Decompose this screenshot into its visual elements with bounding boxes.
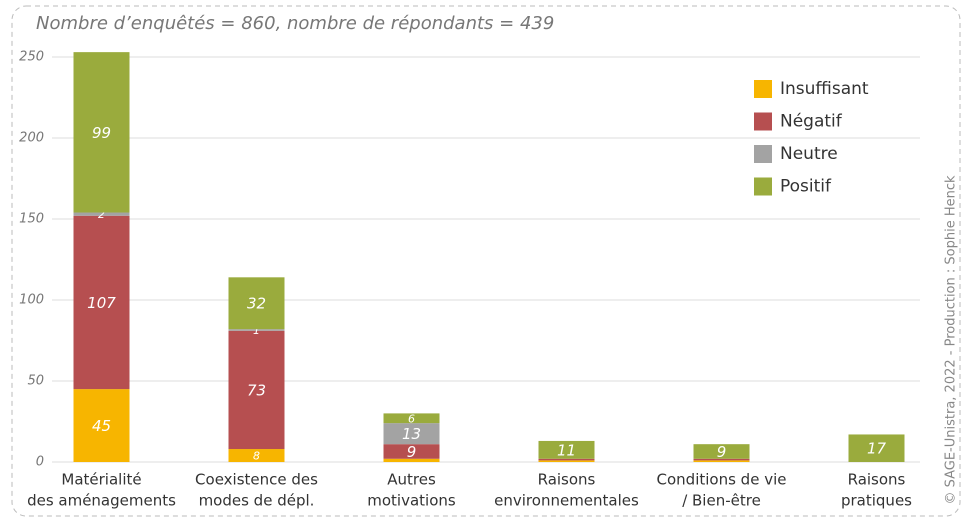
legend-label: Négatif [780, 112, 843, 132]
x-tick-label: motivations [367, 492, 456, 510]
bar-segment [228, 449, 285, 462]
bar-segment [848, 434, 905, 462]
data-label: 32 [247, 295, 266, 313]
data-label: 107 [87, 294, 116, 312]
bar-segment [383, 423, 440, 445]
subtitle: Nombre d’enquêtés = 860, nombre de répon… [36, 13, 554, 34]
data-label: 6 [408, 412, 415, 425]
x-tick-label: Coexistence des [195, 471, 318, 489]
data-label: 2 [98, 208, 105, 221]
legend-swatch [754, 112, 772, 131]
legend-swatch [754, 80, 772, 98]
data-label: 9 [407, 443, 417, 461]
bar-segment [693, 444, 750, 459]
data-label: 1 [253, 324, 260, 337]
x-tick-label: modes de dépl. [199, 492, 315, 510]
bar-segment [383, 413, 440, 424]
bar-segment [228, 330, 285, 450]
data-label: 73 [247, 381, 266, 399]
x-tick-label: des aménagements [27, 492, 176, 510]
bar-segment [538, 460, 595, 462]
y-tick-label: 100 [19, 293, 44, 308]
bar-segment [73, 389, 130, 462]
x-tick-label: / Bien-être [682, 492, 761, 510]
x-tick-label: Autres [387, 471, 436, 489]
x-tick-label: Raisons [538, 471, 596, 489]
y-tick-label: 200 [19, 131, 44, 146]
bar-segment [228, 329, 285, 331]
frame [11, 5, 961, 517]
y-tick-label: 0 [36, 455, 44, 470]
x-tick-label: environnementales [494, 492, 639, 510]
y-tick-label: 50 [27, 374, 44, 389]
credit: © SAGE-Unistra, 2022 - Production : Soph… [944, 175, 959, 505]
x-tick-label: pratiques [841, 492, 912, 510]
x-tick-label: Matérialité [61, 471, 141, 489]
legend-label: Neutre [780, 144, 838, 164]
bar-segment [383, 444, 440, 459]
legend-swatch [754, 177, 772, 196]
bar-segment [693, 458, 750, 461]
data-label: 9 [717, 443, 727, 461]
bar-segment [73, 212, 130, 216]
bar-segment [73, 215, 130, 390]
data-label: 11 [557, 441, 576, 459]
bar-segment [383, 458, 440, 462]
data-label: 13 [402, 425, 421, 443]
bar-segment [538, 440, 595, 459]
legend-label: Positif [780, 177, 832, 197]
bar-segment [693, 460, 750, 462]
x-tick-label: Raisons [848, 471, 906, 489]
bar-segment [228, 277, 285, 330]
data-label: 99 [92, 124, 111, 142]
bar-segment [538, 458, 595, 461]
x-tick-label: Conditions de vie [657, 471, 787, 489]
data-label: 45 [92, 417, 111, 435]
y-tick-label: 250 [19, 50, 44, 65]
data-label: 17 [867, 440, 887, 458]
legend-label: Insuffisant [780, 79, 869, 99]
y-tick-label: 150 [19, 212, 44, 227]
bar-segment [73, 52, 130, 213]
legend-swatch [754, 145, 772, 163]
data-label: 8 [253, 450, 260, 463]
